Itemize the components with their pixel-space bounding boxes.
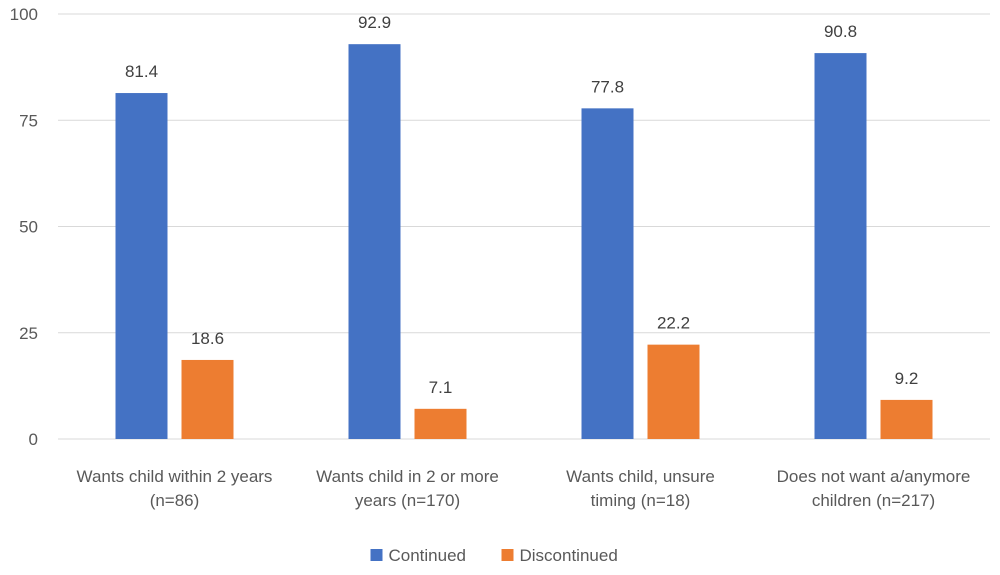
category-label: Does not want a/anymore children (n=217) xyxy=(777,467,971,510)
category-label: Wants child in 2 or more years (n=170) xyxy=(316,467,499,510)
y-tick-label: 100 xyxy=(10,5,38,24)
category-label: Wants child, unsure timing (n=18) xyxy=(566,467,715,510)
bar-continued xyxy=(348,44,401,440)
bar-discontinued xyxy=(647,344,700,439)
legend: Continued Discontinued xyxy=(370,546,618,565)
category-label-line: years (n=170) xyxy=(355,491,460,510)
category-label-line: children (n=217) xyxy=(812,491,935,510)
bar-continued xyxy=(115,93,168,440)
bars xyxy=(115,44,933,440)
data-label: 90.8 xyxy=(824,22,857,41)
data-label: 9.2 xyxy=(895,369,919,388)
data-label: 77.8 xyxy=(591,77,624,96)
data-label: 18.6 xyxy=(191,329,224,348)
legend-item-continued: Continued xyxy=(370,546,467,565)
bar-discontinued xyxy=(414,408,467,439)
legend-label: Discontinued xyxy=(520,546,618,565)
category-label-line: timing (n=18) xyxy=(591,491,691,510)
category-label-line: (n=86) xyxy=(150,491,200,510)
category-label-line: Does not want a/anymore xyxy=(777,467,971,486)
legend-item-discontinued: Discontinued xyxy=(501,546,618,565)
legend-swatch xyxy=(370,549,383,561)
legend-swatch xyxy=(501,549,514,561)
category-label: Wants child within 2 years (n=86) xyxy=(77,467,273,510)
bar-discontinued xyxy=(181,359,234,439)
bar-discontinued xyxy=(880,399,933,439)
data-label: 92.9 xyxy=(358,13,391,32)
data-label: 81.4 xyxy=(125,62,158,81)
y-tick-label: 0 xyxy=(29,430,38,449)
y-tick-label: 50 xyxy=(19,218,38,237)
bar-continued xyxy=(814,53,867,439)
data-labels: 81.4 18.6 92.9 7.1 77.8 22.2 90.8 9.2 xyxy=(125,13,918,397)
x-axis-category-labels: Wants child within 2 years (n=86)Wants ch… xyxy=(77,467,971,510)
category-label-line: Wants child in 2 or more xyxy=(316,467,499,486)
data-label: 7.1 xyxy=(429,378,453,397)
legend-label: Continued xyxy=(389,546,467,565)
bar-continued xyxy=(581,108,634,439)
data-label: 22.2 xyxy=(657,314,690,333)
y-tick-label: 75 xyxy=(19,111,38,130)
y-axis-tick-labels: 0 25 50 75 100 xyxy=(10,5,38,449)
category-label-line: Wants child, unsure xyxy=(566,467,715,486)
category-label-line: Wants child within 2 years xyxy=(77,467,273,486)
y-tick-label: 25 xyxy=(19,324,38,343)
